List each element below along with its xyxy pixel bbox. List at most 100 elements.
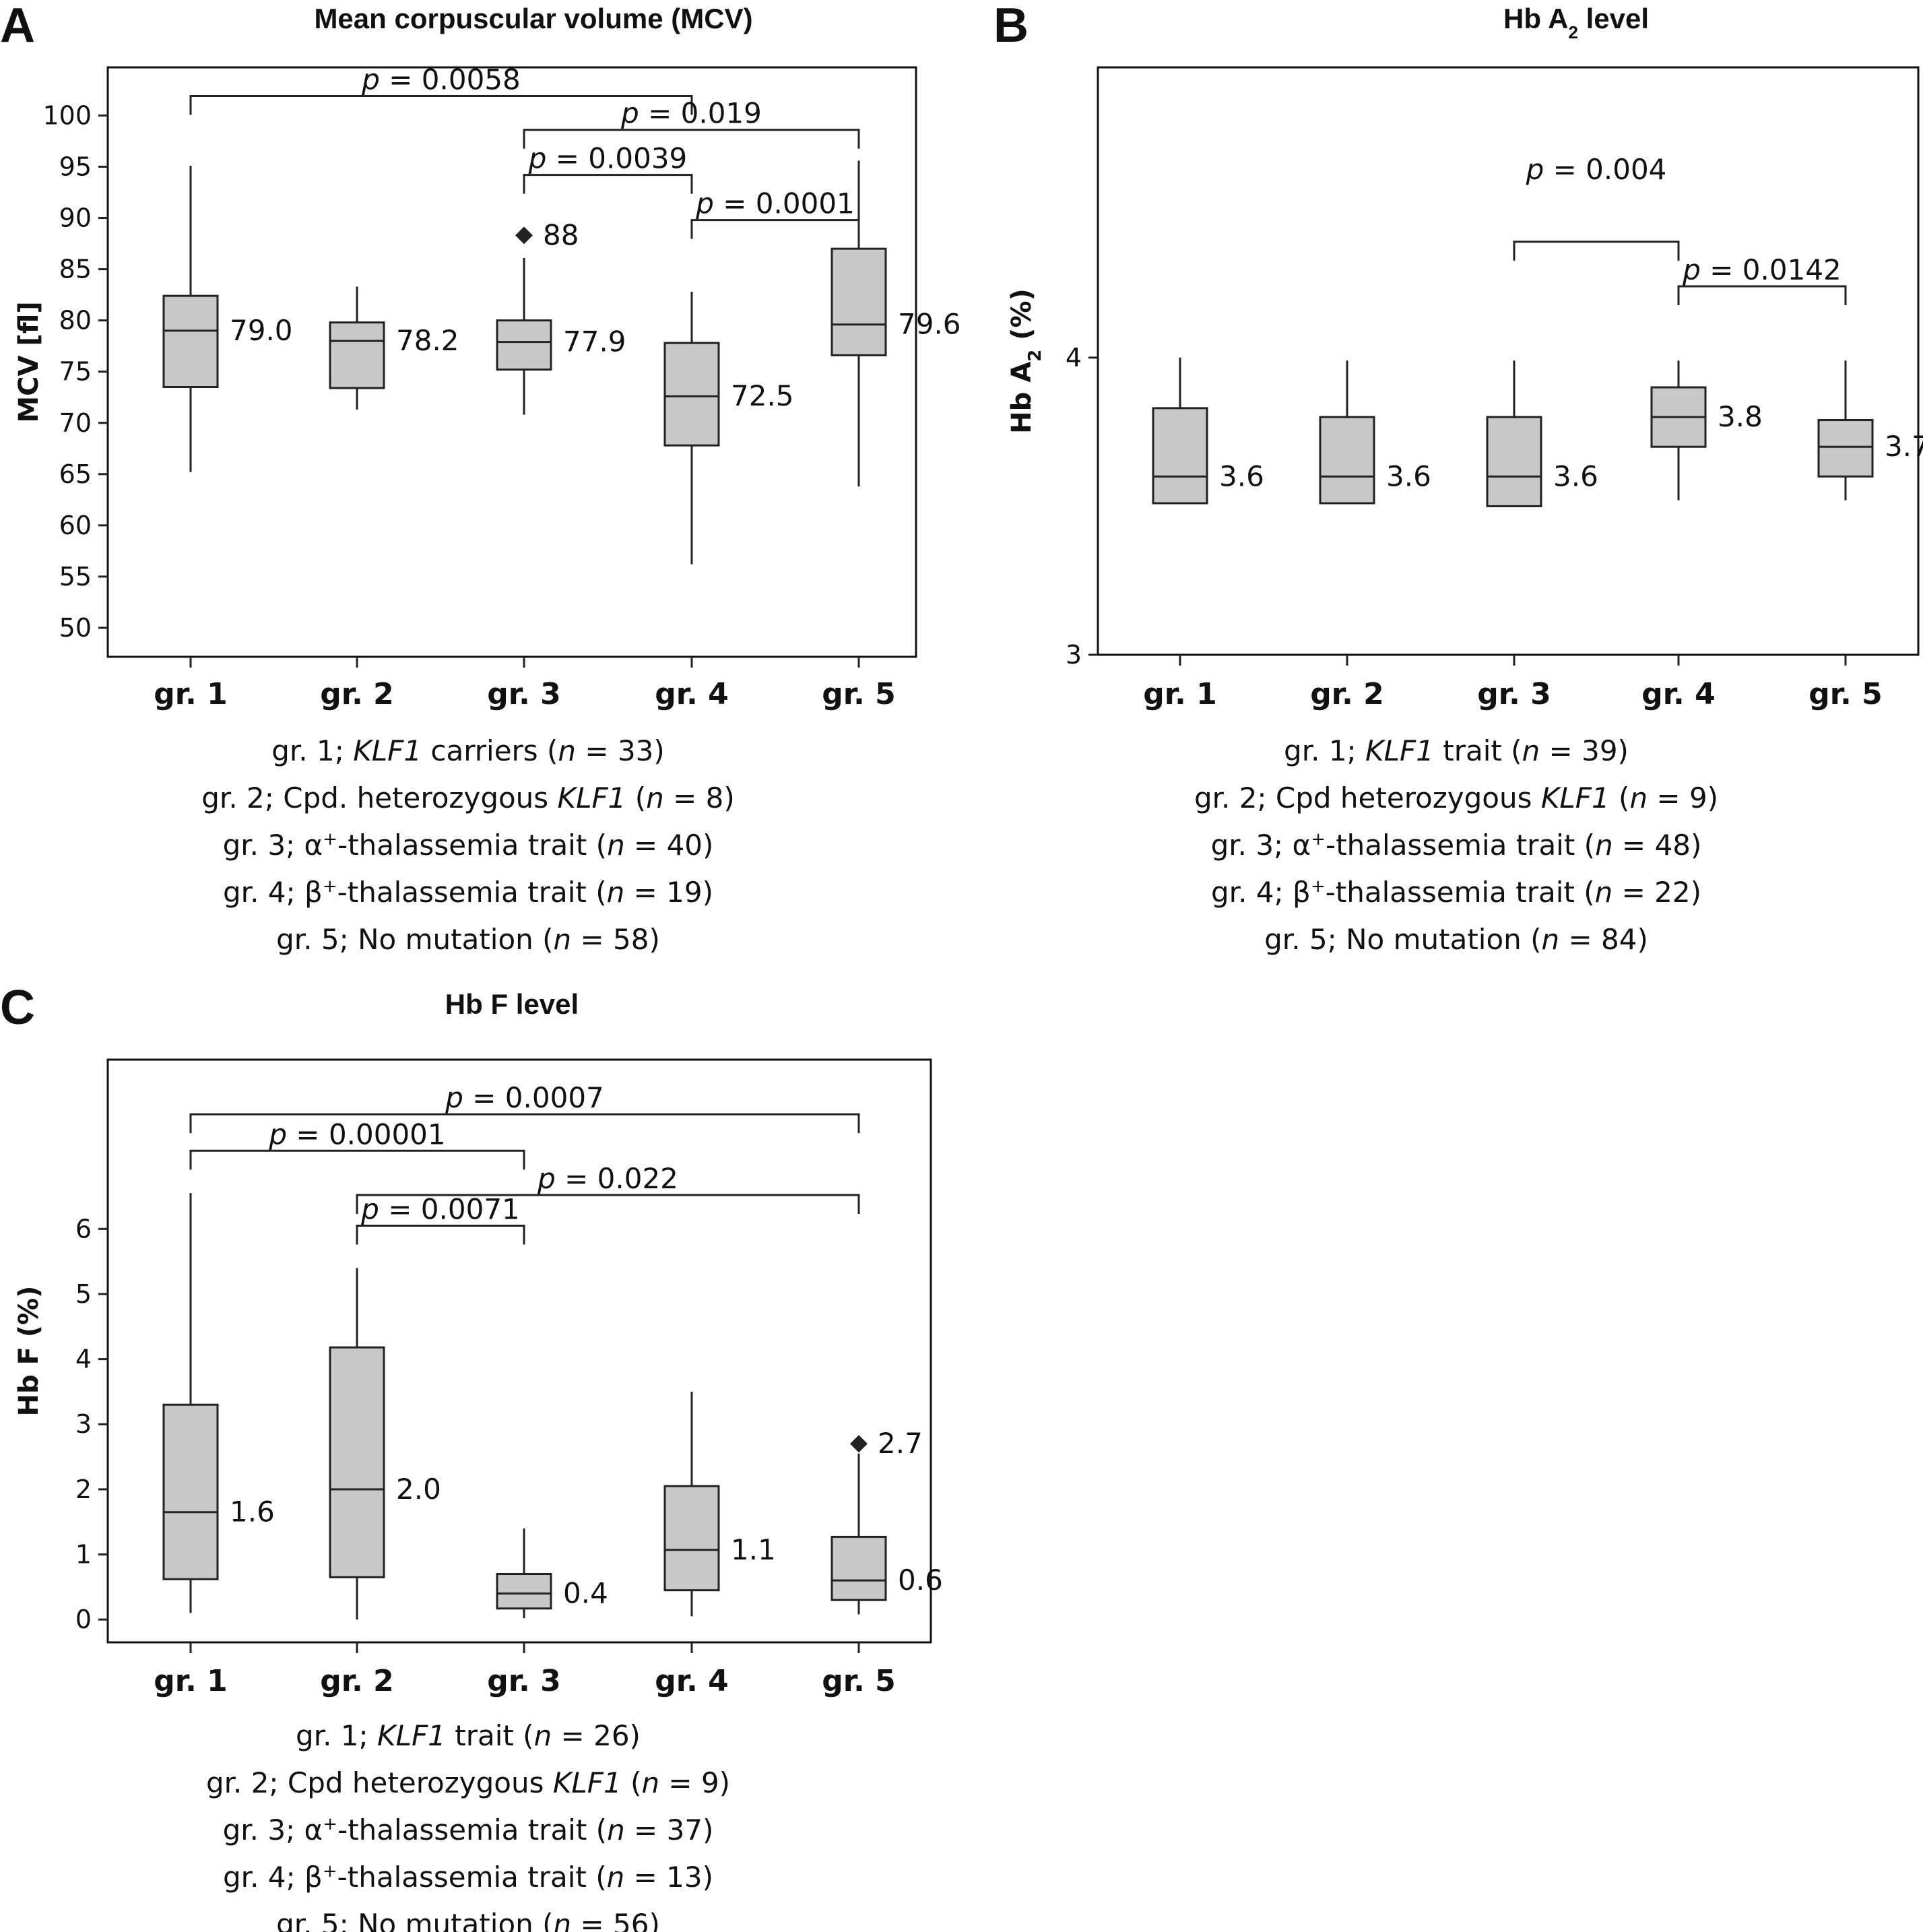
box-4: 3.8 xyxy=(1650,360,1763,501)
panel-b: B Hb A2 level 3 4 Hb A2 (%) gr. 1 gr. 2 gr. 3 gr… xyxy=(993,0,1923,956)
box-3: 3.6 xyxy=(1486,360,1598,507)
y-tick-label: 90 xyxy=(59,203,92,233)
median-label: 3.8 xyxy=(1718,400,1763,433)
y-tick-label: 55 xyxy=(59,562,92,591)
box-1: 79.0 xyxy=(162,165,293,472)
median-label: 2.0 xyxy=(396,1473,441,1506)
iqr-box xyxy=(329,321,385,389)
box-4: 72.5 xyxy=(663,292,794,565)
median-label: 0.4 xyxy=(563,1577,608,1610)
box-2: 2.0 xyxy=(329,1268,441,1620)
y-tick-label: 65 xyxy=(59,459,92,489)
significance-bracket xyxy=(690,219,860,239)
box-2: 78.2 xyxy=(329,286,459,410)
legend-line: gr. 2; Cpd. heterozygous KLF1 (n = 8) xyxy=(201,781,734,814)
y-axis-label: MCV [fl] xyxy=(13,301,44,422)
legend-line: gr. 2; Cpd heterozygous KLF1 (n = 9) xyxy=(206,1766,730,1799)
significance-bracket xyxy=(356,1224,525,1245)
y-tick-label: 50 xyxy=(59,613,92,643)
y-tick-label: 0 xyxy=(75,1605,92,1634)
box-1: 3.6 xyxy=(1152,357,1264,505)
median-label: 77.9 xyxy=(563,325,626,358)
median-label: 1.6 xyxy=(230,1495,275,1528)
legend-line: gr. 1; KLF1 trait (n = 26) xyxy=(296,1719,641,1752)
box-2: 3.6 xyxy=(1319,360,1431,505)
median-label: 3.6 xyxy=(1553,459,1598,492)
x-tick-label: gr. 3 xyxy=(1477,677,1551,711)
outlier-marker xyxy=(515,226,533,245)
iqr-box xyxy=(830,1535,887,1601)
panel-letter: A xyxy=(0,0,35,53)
y-tick-label: 100 xyxy=(42,100,92,130)
median-label: 72.5 xyxy=(731,379,794,412)
plot-frame xyxy=(1097,66,1920,656)
box-4: 1.1 xyxy=(663,1391,776,1617)
y-tick-label: 75 xyxy=(59,357,92,387)
x-tick-label: gr. 4 xyxy=(655,1664,729,1698)
legend-line: gr. 5; No mutation (n = 56) xyxy=(276,1908,660,1932)
iqr-box xyxy=(830,247,887,356)
iqr-box xyxy=(1817,419,1874,478)
iqr-box xyxy=(162,1403,219,1580)
median-label: 1.1 xyxy=(731,1533,776,1566)
p-value-label: p = 0.004 xyxy=(1526,153,1667,186)
plot-frame xyxy=(106,66,917,658)
outlier-label: 88 xyxy=(543,218,579,251)
p-value-label: p = 0.0142 xyxy=(1682,253,1841,286)
legend-line: gr. 3; α+-thalassemia trait (n = 37) xyxy=(223,1813,714,1846)
x-tick-label: gr. 3 xyxy=(487,1664,561,1698)
p-value-label: p = 0.00001 xyxy=(268,1118,445,1151)
y-tick-label: 4 xyxy=(75,1345,92,1374)
outlier-label: 2.7 xyxy=(878,1427,923,1460)
significance-bracket xyxy=(523,174,693,194)
box-5: 3.7 xyxy=(1817,360,1923,501)
x-tick-label: gr. 2 xyxy=(320,677,394,711)
p-value-label: p = 0.0001 xyxy=(695,187,855,220)
x-tick-label: gr. 1 xyxy=(1143,677,1217,711)
y-axis-label: Hb A2 (%) xyxy=(1006,288,1045,434)
panel-a: A Mean corpuscular volume (MCV) 50 55 60 65 70… xyxy=(0,0,961,956)
x-tick-label: gr. 3 xyxy=(487,677,561,711)
significance-bracket xyxy=(523,129,860,149)
iqr-box xyxy=(663,342,720,447)
legend-line: gr. 4; β+-thalassemia trait (n = 19) xyxy=(223,876,713,909)
significance-bracket xyxy=(189,1113,860,1134)
panel-title: Hb A2 level xyxy=(1503,3,1649,42)
y-tick-label: 95 xyxy=(59,152,92,182)
outlier-marker xyxy=(850,1435,868,1453)
legend-line: gr. 1; KLF1 carriers (n = 33) xyxy=(271,734,665,767)
y-tick-label: 4 xyxy=(1066,343,1082,373)
iqr-box xyxy=(162,294,219,389)
box-5: 79.6 xyxy=(830,160,961,487)
significance-bracket xyxy=(189,95,693,115)
iqr-box xyxy=(329,1346,385,1578)
panel-title: Hb F level xyxy=(445,988,579,1020)
box-5: 0.6 2.7 xyxy=(830,1427,943,1615)
y-axis-label: Hb F (%) xyxy=(13,1286,44,1417)
legend-line: gr. 1; KLF1 trait (n = 39) xyxy=(1284,734,1629,767)
x-tick-label: gr. 5 xyxy=(822,677,896,711)
p-value-label: p = 0.0071 xyxy=(360,1192,520,1225)
significance-bracket xyxy=(356,1194,860,1215)
significance-bracket xyxy=(1677,285,1847,306)
x-tick-label: gr. 5 xyxy=(822,1664,896,1698)
legend-line: gr. 2; Cpd heterozygous KLF1 (n = 9) xyxy=(1194,781,1718,814)
median-label: 0.6 xyxy=(898,1564,943,1597)
legend-line: gr. 3; α+-thalassemia trait (n = 40) xyxy=(223,829,714,862)
panel-letter: B xyxy=(993,0,1029,53)
x-tick-label: gr. 2 xyxy=(1310,677,1384,711)
median-label: 3.6 xyxy=(1219,459,1264,492)
median-label: 3.7 xyxy=(1885,430,1923,463)
p-value-label: p = 0.019 xyxy=(620,97,762,130)
iqr-box xyxy=(496,319,552,371)
iqr-box xyxy=(1319,416,1375,505)
legend-line: gr. 5; No mutation (n = 84) xyxy=(1264,923,1648,956)
legend-line: gr. 5; No mutation (n = 58) xyxy=(276,923,660,956)
legend-line: gr. 3; α+-thalassemia trait (n = 48) xyxy=(1211,829,1702,862)
x-tick-label: gr. 1 xyxy=(154,1664,228,1698)
y-tick-label: 80 xyxy=(59,306,92,335)
x-tick-label: gr. 2 xyxy=(320,1664,394,1698)
p-value-label: p = 0.0039 xyxy=(528,142,688,175)
y-tick-label: 1 xyxy=(75,1540,92,1570)
